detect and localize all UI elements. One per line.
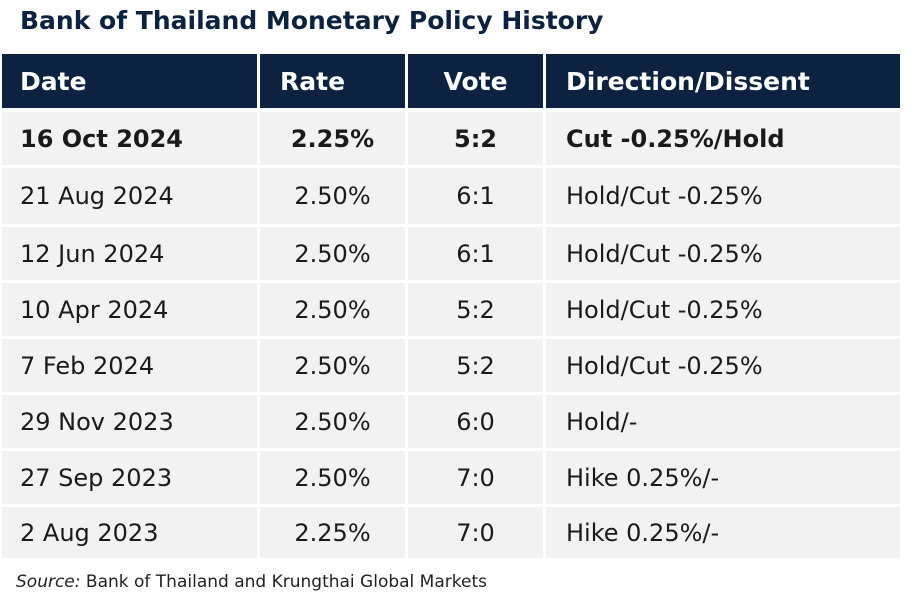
source-label: Source: — [16, 572, 81, 592]
cell-date: 16 Oct 2024 — [2, 112, 260, 165]
source-text: Bank of Thailand and Krungthai Global Ma… — [80, 572, 487, 592]
cell-direction: Hike 0.25%/- — [566, 518, 720, 547]
cell-vote: 6:0 — [408, 395, 546, 448]
table-row: 27 Sep 2023 2.50% 7:0 Hike 0.25%/- — [2, 451, 900, 504]
table-row: 7 Feb 2024 2.50% 5:2 Hold/Cut -0.25% — [2, 339, 900, 392]
cell-vote: 7:0 — [408, 507, 546, 558]
cell-date: 2 Aug 2023 — [2, 507, 260, 558]
table-row: 10 Apr 2024 2.50% 5:2 Hold/Cut -0.25% — [2, 283, 900, 336]
cell-vote: 5:2 — [408, 283, 546, 336]
table-body: 16 Oct 2024 2.25% 5:2 Cut -0.25%/Hold 21 Aug… — [2, 112, 900, 558]
cell-direction: Hold/Cut -0.25% — [566, 295, 763, 324]
header-direction: Direction/Dissent — [566, 66, 810, 96]
cell-date: 12 Jun 2024 — [2, 227, 260, 280]
cell-rate: 2.50% — [260, 227, 408, 280]
source-note: Source: Bank of Thailand and Krungthai G… — [16, 572, 487, 592]
cell-vote: 7:0 — [408, 451, 546, 504]
cell-direction: Hold/Cut -0.25% — [566, 239, 763, 268]
cell-date: 10 Apr 2024 — [2, 283, 260, 336]
cell-rate: 2.50% — [260, 283, 408, 336]
cell-direction: Cut -0.25%/Hold — [566, 124, 785, 153]
policy-table: Date Rate Vote Direction/Dissent 16 Oct … — [2, 54, 900, 561]
table-row: 12 Jun 2024 2.50% 6:1 Hold/Cut -0.25% — [2, 227, 900, 280]
header-date: Date — [2, 54, 260, 108]
cell-rate: 2.50% — [260, 395, 408, 448]
cell-rate: 2.25% — [260, 112, 408, 165]
cell-vote: 5:2 — [408, 112, 546, 165]
chart-title: Bank of Thailand Monetary Policy History — [20, 6, 604, 35]
header-rate: Rate — [260, 54, 408, 108]
header-vote: Vote — [408, 54, 546, 108]
cell-vote: 5:2 — [408, 339, 546, 392]
cell-direction: Hold/Cut -0.25% — [566, 182, 763, 210]
cell-direction: Hike 0.25%/- — [566, 463, 720, 492]
cell-date: 27 Sep 2023 — [2, 451, 260, 504]
cell-rate: 2.25% — [260, 507, 408, 558]
table-row: 2 Aug 2023 2.25% 7:0 Hike 0.25%/- — [2, 507, 900, 558]
cell-direction: Hold/Cut -0.25% — [566, 351, 763, 380]
cell-vote: 6:1 — [408, 227, 546, 280]
cell-date: 29 Nov 2023 — [2, 395, 260, 448]
cell-date: 7 Feb 2024 — [2, 339, 260, 392]
table-header-row: Date Rate Vote Direction/Dissent — [2, 54, 900, 108]
table-row: 16 Oct 2024 2.25% 5:2 Cut -0.25%/Hold — [2, 112, 900, 165]
table-row: 29 Nov 2023 2.50% 6:0 Hold/- — [2, 395, 900, 448]
cell-rate: 2.50% — [260, 339, 408, 392]
cell-rate: 2.50% — [260, 168, 408, 224]
cell-date: 21 Aug 2024 — [2, 168, 260, 224]
cell-vote: 6:1 — [408, 168, 546, 224]
cell-direction: Hold/- — [566, 407, 638, 436]
table-row: 21 Aug 2024 2.50% 6:1 Hold/Cut -0.25% — [2, 168, 900, 224]
cell-rate: 2.50% — [260, 451, 408, 504]
